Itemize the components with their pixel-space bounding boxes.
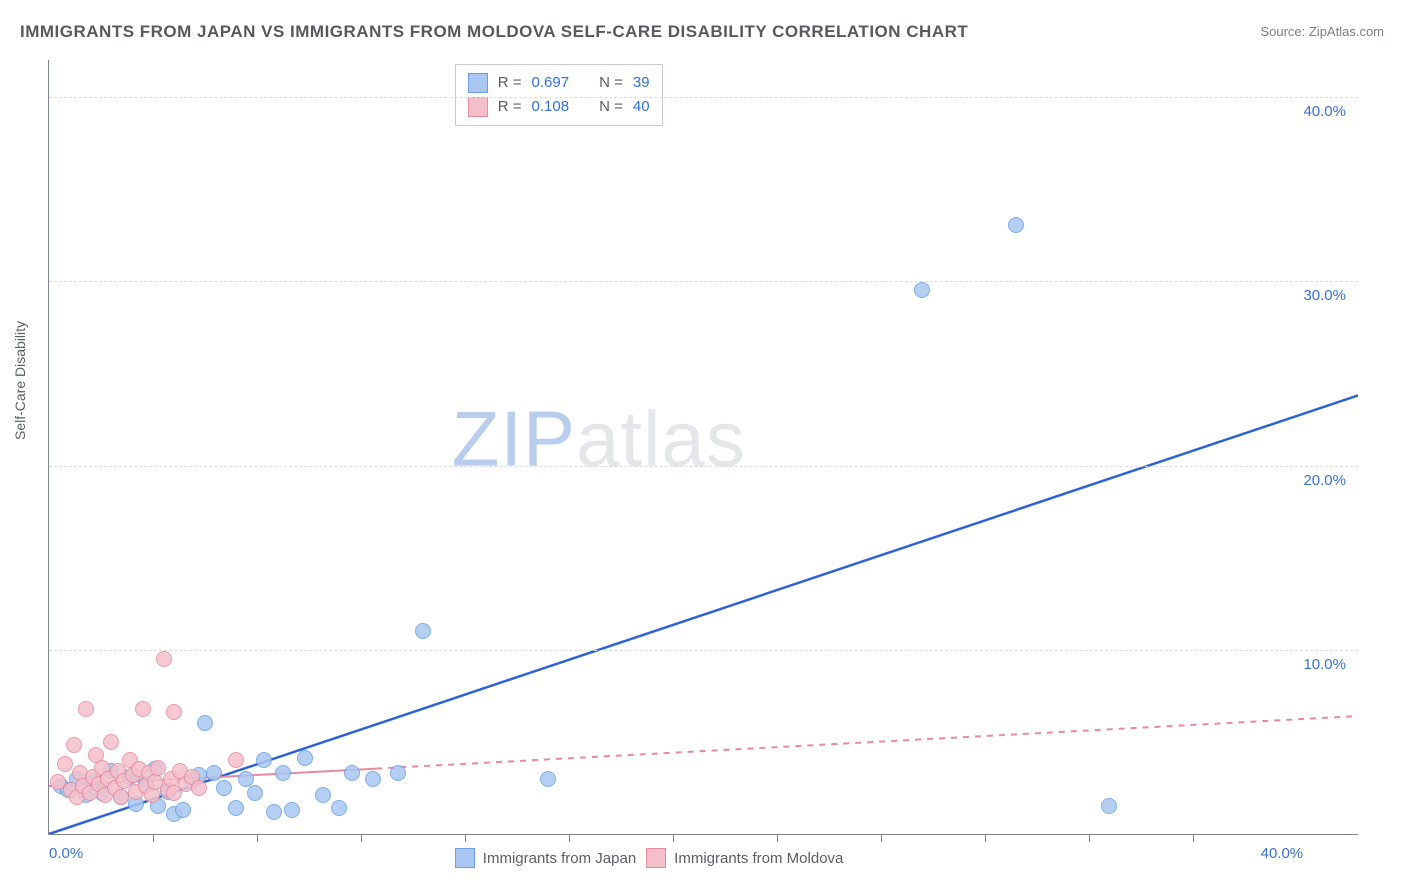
stat-n-label: N = bbox=[599, 71, 623, 95]
stat-n-label: N = bbox=[599, 95, 623, 119]
y-tick-label: 30.0% bbox=[1303, 287, 1346, 304]
series-legend: Immigrants from Japan Immigrants from Mol… bbox=[455, 848, 844, 868]
moldova-point bbox=[135, 701, 151, 717]
japan-swatch-icon bbox=[455, 848, 475, 868]
x-tick bbox=[1193, 834, 1194, 842]
gridline bbox=[49, 97, 1358, 98]
stat-r-val: 0.697 bbox=[532, 71, 570, 95]
japan-point bbox=[1101, 798, 1117, 814]
moldova-point bbox=[57, 756, 73, 772]
moldova-trend-line bbox=[376, 716, 1358, 769]
stat-r-label: R = bbox=[498, 95, 522, 119]
x-tick bbox=[985, 834, 986, 842]
japan-point bbox=[331, 800, 347, 816]
legend-label: Immigrants from Moldova bbox=[674, 850, 843, 867]
japan-point bbox=[365, 771, 381, 787]
japan-point bbox=[206, 765, 222, 781]
japan-point bbox=[238, 771, 254, 787]
x-tick bbox=[257, 834, 258, 842]
japan-point bbox=[247, 785, 263, 801]
japan-point bbox=[415, 623, 431, 639]
moldova-point bbox=[103, 734, 119, 750]
x-tick bbox=[1089, 834, 1090, 842]
japan-point bbox=[216, 780, 232, 796]
moldova-swatch-icon bbox=[646, 848, 666, 868]
watermark: ZIPatlas bbox=[452, 394, 746, 485]
x-tick bbox=[153, 834, 154, 842]
y-tick-label: 10.0% bbox=[1303, 656, 1346, 673]
stats-row-moldova: R = 0.108 N = 40 bbox=[468, 95, 650, 119]
y-tick-label: 40.0% bbox=[1303, 103, 1346, 120]
stats-row-japan: R = 0.697 N = 39 bbox=[468, 71, 650, 95]
x-tick bbox=[673, 834, 674, 842]
japan-trend-line bbox=[49, 395, 1358, 834]
legend-item-moldova: Immigrants from Moldova bbox=[646, 848, 843, 868]
moldova-point bbox=[66, 737, 82, 753]
japan-point bbox=[540, 771, 556, 787]
japan-point bbox=[175, 802, 191, 818]
gridline bbox=[49, 281, 1358, 282]
x-tick bbox=[777, 834, 778, 842]
gridline bbox=[49, 466, 1358, 467]
japan-point bbox=[284, 802, 300, 818]
x-tick-label: 0.0% bbox=[49, 845, 83, 862]
chart-title: IMMIGRANTS FROM JAPAN VS IMMIGRANTS FROM… bbox=[20, 22, 968, 42]
moldova-point bbox=[156, 651, 172, 667]
japan-point bbox=[275, 765, 291, 781]
moldova-point bbox=[78, 701, 94, 717]
japan-point bbox=[315, 787, 331, 803]
legend-item-japan: Immigrants from Japan bbox=[455, 848, 636, 868]
y-tick-label: 20.0% bbox=[1303, 472, 1346, 489]
stat-n-val: 40 bbox=[633, 95, 650, 119]
japan-point bbox=[197, 715, 213, 731]
moldova-point bbox=[113, 789, 129, 805]
watermark-rest: atlas bbox=[576, 395, 746, 483]
japan-point bbox=[914, 282, 930, 298]
stats-legend: R = 0.697 N = 39 R = 0.108 N = 40 bbox=[455, 64, 663, 126]
x-tick-label: 40.0% bbox=[1261, 845, 1304, 862]
legend-label: Immigrants from Japan bbox=[483, 850, 636, 867]
y-axis-label: Self-Care Disability bbox=[12, 321, 28, 440]
japan-swatch-icon bbox=[468, 73, 488, 93]
japan-point bbox=[266, 804, 282, 820]
stat-n-val: 39 bbox=[633, 71, 650, 95]
x-tick bbox=[569, 834, 570, 842]
plot-area: ZIPatlas R =0.697N =39R =0.108N =40 Immi… bbox=[48, 60, 1358, 835]
japan-point bbox=[344, 765, 360, 781]
source-label: Source: ZipAtlas.com bbox=[1260, 24, 1384, 39]
watermark-zip: ZIP bbox=[452, 395, 576, 483]
moldova-point bbox=[166, 704, 182, 720]
x-tick bbox=[361, 834, 362, 842]
moldova-point bbox=[228, 752, 244, 768]
x-tick bbox=[465, 834, 466, 842]
stat-r-label: R = bbox=[498, 71, 522, 95]
japan-point bbox=[256, 752, 272, 768]
japan-point bbox=[297, 750, 313, 766]
moldova-point bbox=[191, 780, 207, 796]
japan-point bbox=[390, 765, 406, 781]
trend-lines bbox=[49, 60, 1358, 834]
moldova-swatch-icon bbox=[468, 97, 488, 117]
stat-r-val: 0.108 bbox=[532, 95, 570, 119]
x-tick bbox=[881, 834, 882, 842]
japan-point bbox=[1008, 217, 1024, 233]
japan-point bbox=[228, 800, 244, 816]
gridline bbox=[49, 650, 1358, 651]
